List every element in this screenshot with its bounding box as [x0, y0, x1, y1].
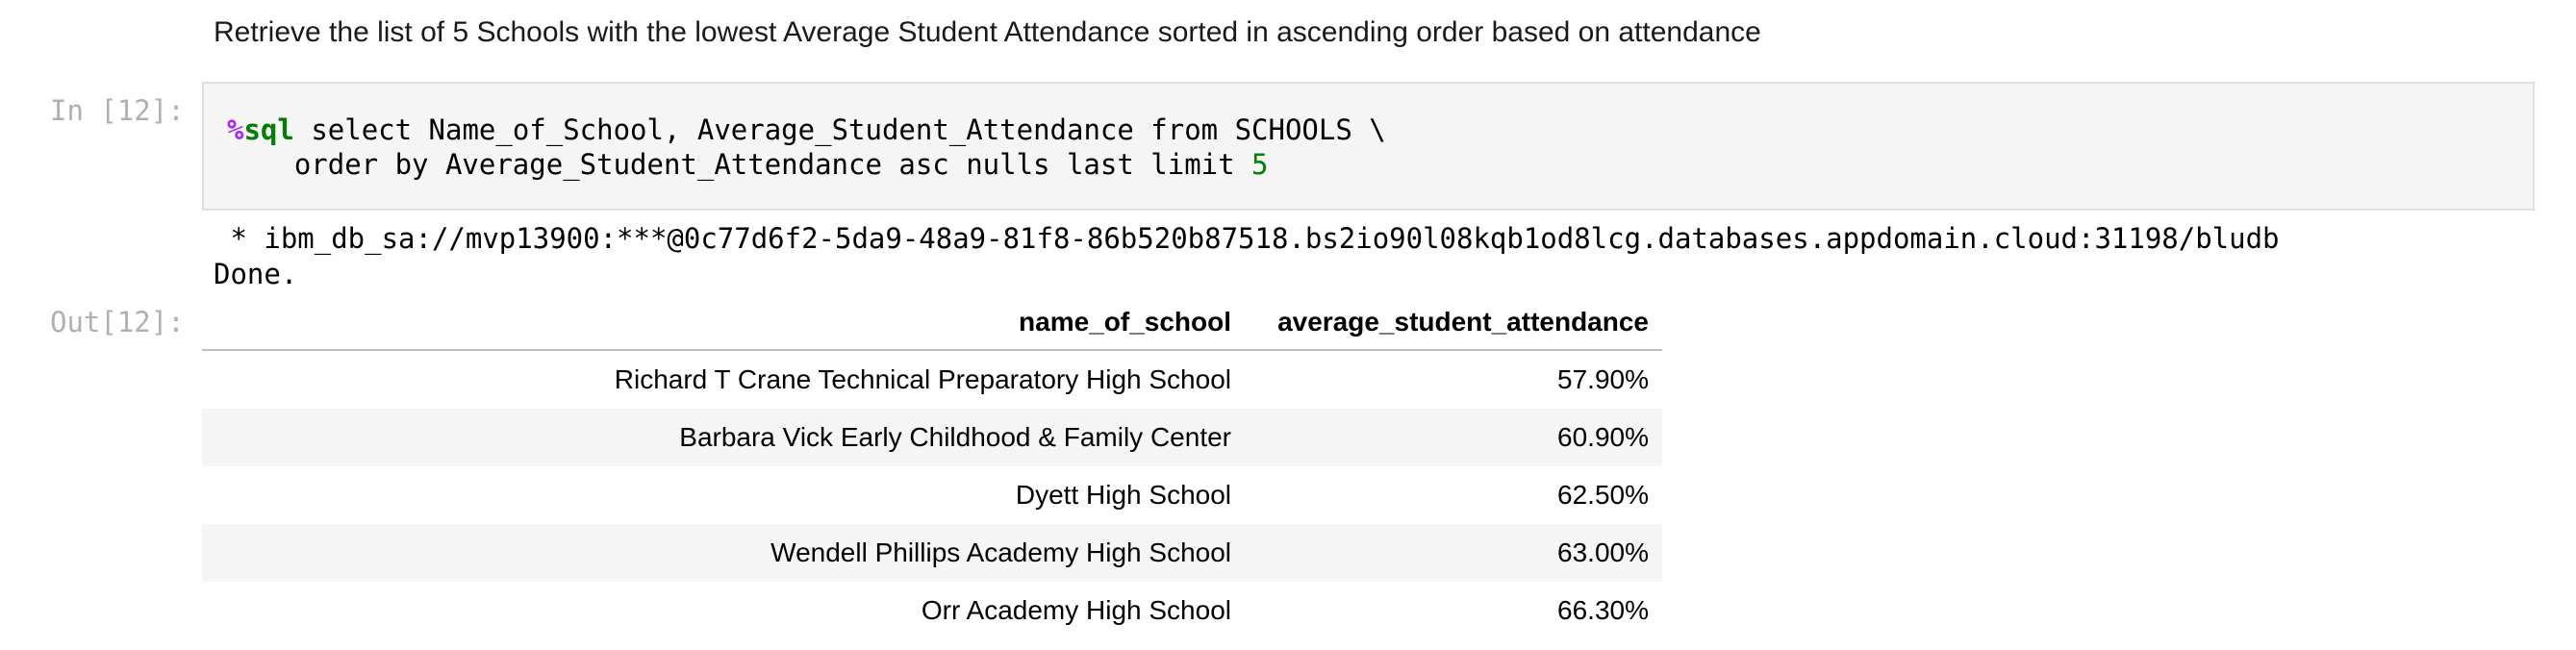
- school-name-cell: Wendell Phillips Academy High School: [202, 524, 1245, 582]
- table-row: Richard T Crane Technical Preparatory Hi…: [202, 350, 1662, 409]
- code-cell-editor[interactable]: %sql select Name_of_School, Average_Stud…: [202, 82, 2535, 211]
- markdown-heading: Retrieve the list of 5 Schools with the …: [214, 16, 1761, 48]
- code-line-2-text: order by Average_Student_Attendance asc …: [227, 148, 1252, 181]
- limit-number: 5: [1251, 148, 1269, 181]
- code-line-1-text: select Name_of_School, Average_Student_A…: [293, 113, 1386, 146]
- school-name-cell: Barbara Vick Early Childhood & Family Ce…: [202, 409, 1245, 466]
- school-name-cell: Orr Academy High School: [921, 595, 1231, 625]
- code-line-2: order by Average_Student_Attendance asc …: [227, 147, 1269, 182]
- input-prompt: In [12]:: [50, 94, 185, 127]
- attendance-cell: 60.90%: [1245, 409, 1662, 466]
- column-header-name-of-school: name_of_school: [202, 294, 1245, 351]
- attendance-cell: 62.50%: [1557, 480, 1649, 510]
- column-header-average-student-attendance: average_student_attendance: [1245, 294, 1662, 351]
- result-table: name_of_school average_student_attendanc…: [202, 294, 1662, 639]
- done-output: Done.: [214, 258, 298, 290]
- school-name-cell: Richard T Crane Technical Preparatory Hi…: [614, 364, 1231, 394]
- table-row: Barbara Vick Early Childhood & Family Ce…: [202, 409, 1662, 466]
- attendance-cell: 66.30%: [1557, 595, 1649, 625]
- output-prompt: Out[12]:: [50, 306, 185, 338]
- table-row: Orr Academy High School 66.30%: [202, 582, 1662, 639]
- connection-string-output: * ibm_db_sa://mvp13900:***@0c77d6f2-5da9…: [214, 222, 2280, 255]
- attendance-cell: 57.90%: [1557, 364, 1649, 394]
- attendance-cell: 63.00%: [1245, 524, 1662, 582]
- table-row: Wendell Phillips Academy High School 63.…: [202, 524, 1662, 582]
- code-line-1: %sql select Name_of_School, Average_Stud…: [227, 112, 1386, 147]
- school-name-cell: Dyett High School: [1015, 480, 1231, 510]
- table-row: Dyett High School 62.50%: [202, 466, 1662, 524]
- magic-percent: %: [227, 113, 244, 146]
- table-header-row: name_of_school average_student_attendanc…: [202, 294, 1662, 351]
- magic-keyword: sql: [243, 113, 294, 146]
